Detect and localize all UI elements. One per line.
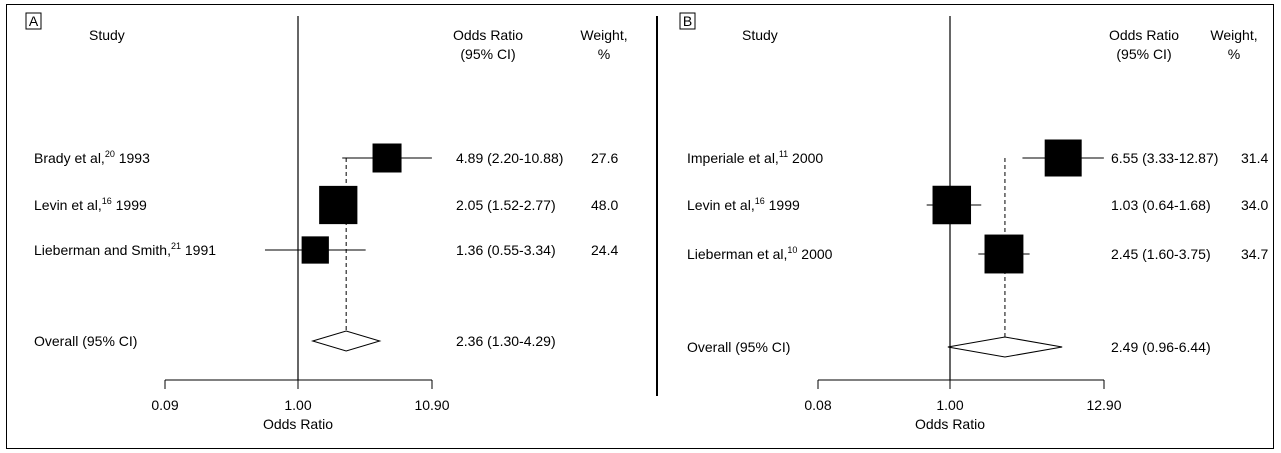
study-label: Lieberman et al,10 2000: [687, 245, 833, 262]
weight-value: 34.0: [1241, 197, 1268, 213]
ci-value: 4.89 (2.20-10.88): [456, 150, 563, 166]
study-reference: 16: [755, 196, 765, 206]
study-label: Lieberman and Smith,21 1991: [34, 241, 216, 258]
study-box: [319, 185, 358, 225]
study-name: Lieberman and Smith,: [34, 242, 171, 258]
weight-unit-header: %: [1228, 46, 1240, 62]
ci-value: 2.45 (1.60-3.75): [1111, 246, 1211, 262]
panel-label-box: [679, 12, 696, 30]
ci-value: 1.03 (0.64-1.68): [1111, 197, 1211, 213]
overall-diamond: [947, 336, 1063, 358]
study-box: [1044, 139, 1082, 177]
overall-ci-value: 2.49 (0.96-6.44): [1111, 339, 1211, 355]
study-year: 1991: [181, 242, 216, 258]
x-axis-label: Odds Ratio: [263, 416, 333, 432]
figure-frame: [6, 4, 1274, 449]
study-year: 2000: [797, 246, 832, 262]
x-axis-label: Odds Ratio: [915, 416, 985, 432]
study-reference: 10: [787, 245, 797, 255]
forest-plot-b: B Study Odds Ratio (95% CI) Weight,% Imperial…: [679, 12, 1268, 432]
weight-value: 34.7: [1241, 246, 1268, 262]
study-label: Levin et al,16 1999: [687, 196, 800, 213]
study-name: Imperiale et al,: [687, 150, 779, 166]
study-reference: 11: [779, 149, 788, 159]
study-year: 1999: [765, 197, 800, 213]
study-name: Lieberman et al,: [687, 246, 787, 262]
x-tick-label: 0.08: [804, 397, 831, 413]
x-tick-label: 1.00: [936, 397, 963, 413]
ci-header: (95% CI): [460, 46, 515, 62]
ci-header: (95% CI): [1116, 46, 1171, 62]
study-box: [984, 234, 1024, 274]
study-name: Levin et al,: [687, 197, 755, 213]
ci-value: 6.55 (3.33-12.87): [1111, 150, 1218, 166]
weight-header: Weight,: [580, 27, 627, 43]
odds-ratio-header: Odds Ratio: [453, 27, 523, 43]
study-name: Levin et al,: [34, 197, 102, 213]
study-box: [372, 143, 402, 173]
study-header: Study: [742, 27, 778, 43]
study-reference: 20: [105, 149, 115, 159]
study-year: 1993: [115, 150, 150, 166]
ci-value: 1.36 (0.55-3.34): [456, 242, 556, 258]
odds-ratio-header: Odds Ratio: [1109, 27, 1179, 43]
panel-divider: [656, 16, 658, 396]
panel-label-box: [25, 12, 42, 30]
study-name: Brady et al,: [34, 150, 105, 166]
study-label: Brady et al,20 1993: [34, 149, 150, 166]
weight-value: 27.6: [591, 150, 618, 166]
study-box: [932, 185, 972, 225]
study-header: Study: [89, 27, 125, 43]
study-reference: 21: [171, 241, 181, 251]
weight-unit-header: %: [598, 46, 610, 62]
study-year: 1999: [112, 197, 147, 213]
study-year: 2000: [788, 150, 823, 166]
overall-label: Overall (95% CI): [687, 339, 790, 355]
weight-value: 24.4: [591, 242, 618, 258]
panel-label: B: [683, 13, 692, 29]
forest-plot-a: A Study Odds Ratio (95% CI) Weight,% Brady et…: [25, 12, 628, 432]
x-tick-label: 10.90: [414, 397, 449, 413]
ci-value: 2.05 (1.52-2.77): [456, 197, 556, 213]
overall-ci-value: 2.36 (1.30-4.29): [456, 333, 556, 349]
x-tick-label: 12.90: [1086, 397, 1121, 413]
overall-diamond: [310, 330, 382, 352]
study-reference: 16: [102, 196, 112, 206]
study-label: Imperiale et al,11 2000: [687, 149, 823, 166]
study-box: [301, 236, 329, 264]
weight-value: 31.4: [1241, 150, 1268, 166]
x-tick-label: 0.09: [151, 397, 178, 413]
overall-label: Overall (95% CI): [34, 333, 137, 349]
panel-label: A: [29, 13, 39, 29]
weight-header: Weight,: [1210, 27, 1257, 43]
weight-value: 48.0: [591, 197, 618, 213]
study-label: Levin et al,16 1999: [34, 196, 147, 213]
x-tick-label: 1.00: [284, 397, 311, 413]
